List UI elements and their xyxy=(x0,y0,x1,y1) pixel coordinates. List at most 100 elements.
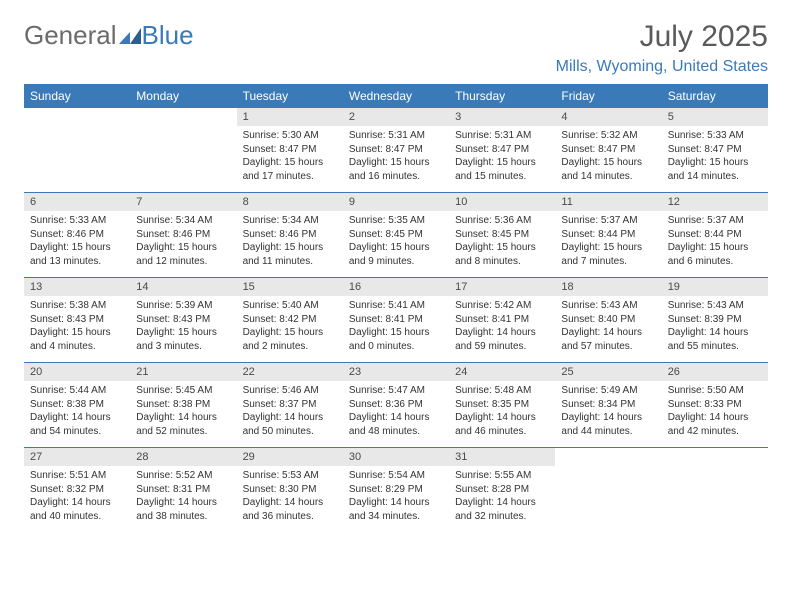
day-number: 18 xyxy=(555,278,661,296)
title-block: July 2025 Mills, Wyoming, United States xyxy=(556,20,768,76)
day-cell: 19Sunrise: 5:43 AMSunset: 8:39 PMDayligh… xyxy=(662,278,768,362)
day-number: 5 xyxy=(662,108,768,126)
day-cell: 9Sunrise: 5:35 AMSunset: 8:45 PMDaylight… xyxy=(343,193,449,277)
day-cell: 11Sunrise: 5:37 AMSunset: 8:44 PMDayligh… xyxy=(555,193,661,277)
calendar: SundayMondayTuesdayWednesdayThursdayFrid… xyxy=(24,84,768,532)
day-number: 23 xyxy=(343,363,449,381)
day-details: Sunrise: 5:47 AMSunset: 8:36 PMDaylight:… xyxy=(343,381,449,444)
day-details: Sunrise: 5:33 AMSunset: 8:47 PMDaylight:… xyxy=(662,126,768,189)
day-number: 29 xyxy=(237,448,343,466)
empty-cell xyxy=(24,108,130,192)
day-details: Sunrise: 5:37 AMSunset: 8:44 PMDaylight:… xyxy=(555,211,661,274)
day-number: 3 xyxy=(449,108,555,126)
location: Mills, Wyoming, United States xyxy=(556,58,768,76)
day-details: Sunrise: 5:49 AMSunset: 8:34 PMDaylight:… xyxy=(555,381,661,444)
day-number: 20 xyxy=(24,363,130,381)
day-details: Sunrise: 5:31 AMSunset: 8:47 PMDaylight:… xyxy=(449,126,555,189)
day-header-cell: Saturday xyxy=(662,84,768,108)
day-number: 21 xyxy=(130,363,236,381)
day-cell: 25Sunrise: 5:49 AMSunset: 8:34 PMDayligh… xyxy=(555,363,661,447)
day-cell: 7Sunrise: 5:34 AMSunset: 8:46 PMDaylight… xyxy=(130,193,236,277)
week-row: 1Sunrise: 5:30 AMSunset: 8:47 PMDaylight… xyxy=(24,108,768,193)
day-details: Sunrise: 5:37 AMSunset: 8:44 PMDaylight:… xyxy=(662,211,768,274)
day-details: Sunrise: 5:32 AMSunset: 8:47 PMDaylight:… xyxy=(555,126,661,189)
day-number: 12 xyxy=(662,193,768,211)
empty-cell xyxy=(555,448,661,532)
day-details: Sunrise: 5:50 AMSunset: 8:33 PMDaylight:… xyxy=(662,381,768,444)
day-details: Sunrise: 5:46 AMSunset: 8:37 PMDaylight:… xyxy=(237,381,343,444)
day-cell: 26Sunrise: 5:50 AMSunset: 8:33 PMDayligh… xyxy=(662,363,768,447)
day-details: Sunrise: 5:31 AMSunset: 8:47 PMDaylight:… xyxy=(343,126,449,189)
day-number: 26 xyxy=(662,363,768,381)
day-number: 31 xyxy=(449,448,555,466)
day-details: Sunrise: 5:53 AMSunset: 8:30 PMDaylight:… xyxy=(237,466,343,529)
day-cell: 17Sunrise: 5:42 AMSunset: 8:41 PMDayligh… xyxy=(449,278,555,362)
day-header-row: SundayMondayTuesdayWednesdayThursdayFrid… xyxy=(24,84,768,108)
day-cell: 2Sunrise: 5:31 AMSunset: 8:47 PMDaylight… xyxy=(343,108,449,192)
day-header-cell: Monday xyxy=(130,84,236,108)
day-details: Sunrise: 5:30 AMSunset: 8:47 PMDaylight:… xyxy=(237,126,343,189)
week-row: 6Sunrise: 5:33 AMSunset: 8:46 PMDaylight… xyxy=(24,193,768,278)
day-cell: 15Sunrise: 5:40 AMSunset: 8:42 PMDayligh… xyxy=(237,278,343,362)
day-details: Sunrise: 5:43 AMSunset: 8:39 PMDaylight:… xyxy=(662,296,768,359)
day-header-cell: Wednesday xyxy=(343,84,449,108)
day-number: 8 xyxy=(237,193,343,211)
day-cell: 23Sunrise: 5:47 AMSunset: 8:36 PMDayligh… xyxy=(343,363,449,447)
day-details: Sunrise: 5:42 AMSunset: 8:41 PMDaylight:… xyxy=(449,296,555,359)
day-details: Sunrise: 5:51 AMSunset: 8:32 PMDaylight:… xyxy=(24,466,130,529)
day-details: Sunrise: 5:34 AMSunset: 8:46 PMDaylight:… xyxy=(237,211,343,274)
logo-part1: General xyxy=(24,20,117,51)
logo-icon xyxy=(119,20,141,51)
day-number: 11 xyxy=(555,193,661,211)
day-details: Sunrise: 5:36 AMSunset: 8:45 PMDaylight:… xyxy=(449,211,555,274)
day-details: Sunrise: 5:39 AMSunset: 8:43 PMDaylight:… xyxy=(130,296,236,359)
day-cell: 31Sunrise: 5:55 AMSunset: 8:28 PMDayligh… xyxy=(449,448,555,532)
day-details: Sunrise: 5:54 AMSunset: 8:29 PMDaylight:… xyxy=(343,466,449,529)
day-details: Sunrise: 5:38 AMSunset: 8:43 PMDaylight:… xyxy=(24,296,130,359)
day-cell: 13Sunrise: 5:38 AMSunset: 8:43 PMDayligh… xyxy=(24,278,130,362)
day-details: Sunrise: 5:55 AMSunset: 8:28 PMDaylight:… xyxy=(449,466,555,529)
day-number: 2 xyxy=(343,108,449,126)
day-number: 25 xyxy=(555,363,661,381)
day-cell: 12Sunrise: 5:37 AMSunset: 8:44 PMDayligh… xyxy=(662,193,768,277)
day-cell: 22Sunrise: 5:46 AMSunset: 8:37 PMDayligh… xyxy=(237,363,343,447)
day-number: 10 xyxy=(449,193,555,211)
header: General Blue July 2025 Mills, Wyoming, U… xyxy=(24,20,768,76)
day-cell: 14Sunrise: 5:39 AMSunset: 8:43 PMDayligh… xyxy=(130,278,236,362)
page-title: July 2025 xyxy=(556,20,768,54)
day-number: 27 xyxy=(24,448,130,466)
day-number: 22 xyxy=(237,363,343,381)
day-details: Sunrise: 5:33 AMSunset: 8:46 PMDaylight:… xyxy=(24,211,130,274)
day-header-cell: Tuesday xyxy=(237,84,343,108)
day-cell: 10Sunrise: 5:36 AMSunset: 8:45 PMDayligh… xyxy=(449,193,555,277)
day-number: 24 xyxy=(449,363,555,381)
logo: General Blue xyxy=(24,20,194,51)
day-number: 9 xyxy=(343,193,449,211)
day-cell: 29Sunrise: 5:53 AMSunset: 8:30 PMDayligh… xyxy=(237,448,343,532)
day-cell: 1Sunrise: 5:30 AMSunset: 8:47 PMDaylight… xyxy=(237,108,343,192)
day-cell: 27Sunrise: 5:51 AMSunset: 8:32 PMDayligh… xyxy=(24,448,130,532)
day-number: 19 xyxy=(662,278,768,296)
day-cell: 24Sunrise: 5:48 AMSunset: 8:35 PMDayligh… xyxy=(449,363,555,447)
day-cell: 4Sunrise: 5:32 AMSunset: 8:47 PMDaylight… xyxy=(555,108,661,192)
day-number: 16 xyxy=(343,278,449,296)
day-cell: 3Sunrise: 5:31 AMSunset: 8:47 PMDaylight… xyxy=(449,108,555,192)
day-cell: 6Sunrise: 5:33 AMSunset: 8:46 PMDaylight… xyxy=(24,193,130,277)
day-cell: 21Sunrise: 5:45 AMSunset: 8:38 PMDayligh… xyxy=(130,363,236,447)
day-number: 30 xyxy=(343,448,449,466)
day-number: 15 xyxy=(237,278,343,296)
day-header-cell: Sunday xyxy=(24,84,130,108)
day-details: Sunrise: 5:40 AMSunset: 8:42 PMDaylight:… xyxy=(237,296,343,359)
day-number: 28 xyxy=(130,448,236,466)
day-details: Sunrise: 5:48 AMSunset: 8:35 PMDaylight:… xyxy=(449,381,555,444)
day-details: Sunrise: 5:44 AMSunset: 8:38 PMDaylight:… xyxy=(24,381,130,444)
day-cell: 30Sunrise: 5:54 AMSunset: 8:29 PMDayligh… xyxy=(343,448,449,532)
day-number: 14 xyxy=(130,278,236,296)
day-cell: 28Sunrise: 5:52 AMSunset: 8:31 PMDayligh… xyxy=(130,448,236,532)
day-details: Sunrise: 5:43 AMSunset: 8:40 PMDaylight:… xyxy=(555,296,661,359)
day-details: Sunrise: 5:52 AMSunset: 8:31 PMDaylight:… xyxy=(130,466,236,529)
day-details: Sunrise: 5:41 AMSunset: 8:41 PMDaylight:… xyxy=(343,296,449,359)
day-cell: 8Sunrise: 5:34 AMSunset: 8:46 PMDaylight… xyxy=(237,193,343,277)
day-number: 7 xyxy=(130,193,236,211)
day-cell: 20Sunrise: 5:44 AMSunset: 8:38 PMDayligh… xyxy=(24,363,130,447)
